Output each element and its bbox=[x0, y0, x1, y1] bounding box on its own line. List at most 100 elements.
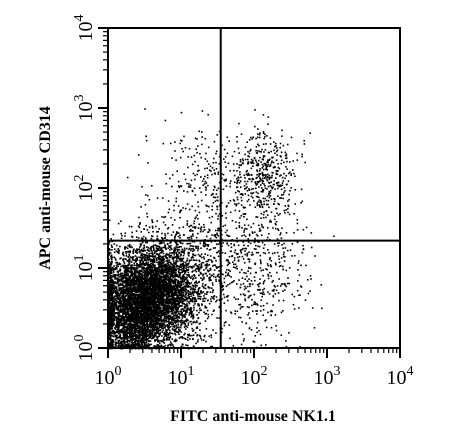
event-point-cluster-0 bbox=[166, 317, 169, 319]
event-point-cluster-0 bbox=[144, 281, 146, 283]
event-point-cluster-0 bbox=[128, 250, 130, 253]
event-point-cluster-0 bbox=[181, 299, 184, 301]
event-point-cluster-0 bbox=[166, 273, 168, 275]
event-point-cluster-0 bbox=[190, 266, 192, 268]
event-point-cluster-0 bbox=[189, 299, 192, 301]
event-point-cluster-0 bbox=[187, 294, 189, 297]
event-point-cluster-0 bbox=[184, 328, 187, 330]
event-point-cluster-0 bbox=[118, 301, 120, 304]
event-point-cluster-0 bbox=[169, 276, 171, 279]
event-point-cluster-0 bbox=[140, 293, 143, 296]
event-point-cluster-0 bbox=[186, 257, 189, 260]
event-point-cluster-0 bbox=[112, 309, 114, 312]
event-point-cluster-0 bbox=[166, 290, 169, 293]
event-point-cluster-0 bbox=[170, 263, 172, 265]
event-point-cluster-0 bbox=[173, 204, 175, 207]
event-point-cluster-0 bbox=[151, 273, 153, 276]
event-point-cluster-0 bbox=[170, 344, 172, 347]
event-point-cluster-0 bbox=[136, 256, 138, 259]
event-point-cluster-0 bbox=[183, 276, 186, 278]
event-point-cluster-0 bbox=[153, 285, 156, 287]
event-point-cluster-0 bbox=[160, 268, 163, 271]
event-point-cluster-0 bbox=[148, 277, 150, 280]
event-point-cluster-0 bbox=[190, 249, 192, 252]
event-point-cluster-0 bbox=[164, 271, 166, 273]
event-point-cluster-0 bbox=[167, 334, 169, 337]
event-point-cluster-0 bbox=[117, 278, 119, 281]
event-point-cluster-0 bbox=[187, 269, 190, 271]
event-point-cluster-0 bbox=[146, 291, 149, 293]
event-point-cluster-0 bbox=[165, 333, 168, 336]
event-point-cluster-0 bbox=[149, 331, 152, 333]
event-point-cluster-0 bbox=[179, 313, 181, 316]
event-point-cluster-0 bbox=[150, 268, 153, 271]
event-point-cluster-0 bbox=[183, 322, 186, 325]
event-point-cluster-0 bbox=[176, 295, 179, 297]
event-point-cluster-0 bbox=[147, 266, 150, 268]
event-point-cluster-0 bbox=[135, 249, 137, 252]
event-point-cluster-0 bbox=[119, 288, 121, 290]
event-point-cluster-0 bbox=[176, 250, 179, 253]
event-point-cluster-0 bbox=[201, 279, 204, 282]
event-point-cluster-0 bbox=[173, 247, 176, 249]
event-point-cluster-0 bbox=[109, 294, 112, 297]
event-point-cluster-0 bbox=[158, 329, 161, 332]
event-point-cluster-0 bbox=[131, 328, 134, 331]
event-point-cluster-0 bbox=[174, 301, 176, 304]
event-point-cluster-0 bbox=[192, 313, 195, 316]
event-point-cluster-0 bbox=[177, 268, 179, 270]
event-point-cluster-0 bbox=[134, 270, 137, 272]
event-point-cluster-0 bbox=[186, 292, 188, 294]
event-point-cluster-0 bbox=[140, 321, 142, 323]
event-point-cluster-0 bbox=[125, 266, 128, 269]
dots-layer bbox=[108, 108, 335, 350]
event-point-cluster-0 bbox=[147, 248, 149, 251]
event-point-cluster-0 bbox=[166, 264, 168, 267]
event-point-cluster-0 bbox=[197, 303, 199, 305]
event-point-cluster-0 bbox=[115, 285, 117, 288]
event-point-cluster-0 bbox=[141, 278, 144, 281]
event-point-cluster-0 bbox=[168, 305, 170, 307]
event-point-cluster-0 bbox=[143, 340, 145, 343]
event-point-cluster-0 bbox=[120, 275, 123, 277]
event-point-cluster-0 bbox=[150, 271, 153, 273]
event-point-cluster-0 bbox=[142, 321, 144, 324]
event-point-cluster-0 bbox=[167, 299, 169, 301]
event-point-cluster-0 bbox=[128, 291, 131, 294]
event-point-cluster-0 bbox=[179, 265, 182, 267]
event-point-cluster-0 bbox=[182, 289, 185, 292]
event-point-cluster-0 bbox=[174, 272, 176, 274]
event-point-cluster-0 bbox=[156, 253, 158, 255]
event-point-cluster-0 bbox=[138, 264, 141, 266]
event-point-cluster-0 bbox=[173, 325, 176, 327]
event-point-cluster-0 bbox=[167, 308, 170, 310]
event-point-cluster-0 bbox=[125, 292, 127, 295]
event-point-cluster-0 bbox=[125, 252, 128, 255]
event-point-cluster-0 bbox=[147, 291, 150, 294]
event-point-cluster-0 bbox=[186, 281, 188, 283]
event-point-cluster-0 bbox=[181, 319, 184, 322]
event-point-cluster-0 bbox=[191, 288, 194, 291]
event-point-cluster-0 bbox=[115, 262, 117, 264]
event-point-cluster-0 bbox=[169, 252, 171, 254]
event-point-cluster-0 bbox=[110, 276, 112, 278]
event-point-cluster-0 bbox=[185, 293, 187, 295]
event-point-cluster-0 bbox=[123, 254, 125, 257]
event-point-cluster-0 bbox=[153, 249, 155, 251]
event-point-cluster-0 bbox=[196, 314, 198, 316]
event-point-cluster-0 bbox=[202, 300, 204, 302]
event-point-cluster-0 bbox=[180, 324, 182, 327]
event-point-cluster-0 bbox=[163, 337, 165, 339]
event-point-cluster-0 bbox=[118, 284, 121, 286]
event-point-cluster-0 bbox=[196, 334, 198, 337]
event-point-cluster-0 bbox=[118, 250, 120, 253]
event-point-cluster-0 bbox=[178, 306, 180, 308]
event-point-cluster-0 bbox=[130, 274, 133, 277]
event-point-cluster-0 bbox=[153, 301, 155, 303]
event-point-cluster-0 bbox=[134, 264, 136, 267]
event-point-cluster-0 bbox=[147, 282, 149, 285]
event-point-cluster-0 bbox=[192, 345, 195, 347]
event-point-cluster-0 bbox=[129, 277, 131, 279]
event-point-cluster-0 bbox=[186, 283, 188, 285]
event-point-cluster-0 bbox=[166, 288, 168, 291]
